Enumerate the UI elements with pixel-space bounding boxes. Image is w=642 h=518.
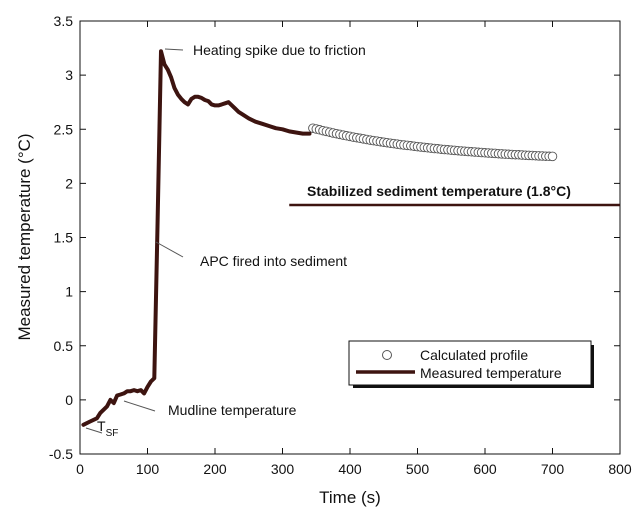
measured-temperature-line bbox=[81, 49, 312, 427]
y-tick-label: 1 bbox=[65, 284, 73, 300]
calculated-point bbox=[547, 151, 558, 162]
tsf-subscript: SF bbox=[106, 428, 119, 439]
legend: Calculated profile Measured temperature bbox=[348, 340, 594, 388]
x-tick-label: 300 bbox=[271, 461, 295, 477]
legend-shadow-right bbox=[591, 345, 594, 388]
y-tick-label: 3 bbox=[65, 67, 73, 83]
y-axis-ticks: -0.5 0 0.5 1 1.5 2 2.5 3 3.5 bbox=[49, 13, 620, 462]
x-tick-label: 800 bbox=[608, 461, 632, 477]
legend-shadow-bottom bbox=[353, 385, 594, 388]
x-axis-title: Time (s) bbox=[319, 488, 381, 507]
y-tick-label: -0.5 bbox=[49, 446, 73, 462]
x-tick-label: 100 bbox=[136, 461, 160, 477]
y-tick-label: 0 bbox=[65, 392, 73, 408]
y-tick-label: 2.5 bbox=[54, 121, 74, 137]
apc-leader bbox=[155, 241, 184, 258]
y-tick-label: 0.5 bbox=[54, 338, 74, 354]
x-tick-label: 400 bbox=[338, 461, 362, 477]
tsf-leader bbox=[85, 427, 103, 434]
spike-annotation: Heating spike due to friction bbox=[193, 42, 366, 58]
x-tick-label: 0 bbox=[76, 461, 84, 477]
legend-calculated-label: Calculated profile bbox=[420, 347, 528, 363]
legend-calculated-marker bbox=[382, 350, 392, 360]
stabilized-temperature-label: Stabilized sediment temperature (1.8°C) bbox=[307, 183, 571, 199]
y-tick-label: 2 bbox=[65, 175, 73, 191]
mudline-annotation: Mudline temperature bbox=[168, 402, 297, 418]
y-tick-label: 1.5 bbox=[54, 230, 74, 246]
spike-leader bbox=[164, 48, 184, 51]
x-axis-ticks: 0 100 200 300 400 500 600 700 800 bbox=[76, 21, 632, 477]
x-tick-label: 500 bbox=[406, 461, 430, 477]
y-tick-label: 3.5 bbox=[54, 13, 74, 29]
mudline-leader bbox=[123, 400, 156, 412]
calculated-profile-series bbox=[308, 123, 558, 162]
x-tick-label: 600 bbox=[473, 461, 497, 477]
tsf-annotation: TSF bbox=[97, 418, 118, 439]
tsf-main: T bbox=[97, 418, 106, 434]
x-tick-label: 200 bbox=[203, 461, 227, 477]
apc-annotation: APC fired into sediment bbox=[200, 253, 347, 269]
legend-measured-label: Measured temperature bbox=[420, 365, 562, 381]
x-tick-label: 700 bbox=[541, 461, 565, 477]
y-axis-title: Measured temperature (°C) bbox=[15, 133, 34, 340]
